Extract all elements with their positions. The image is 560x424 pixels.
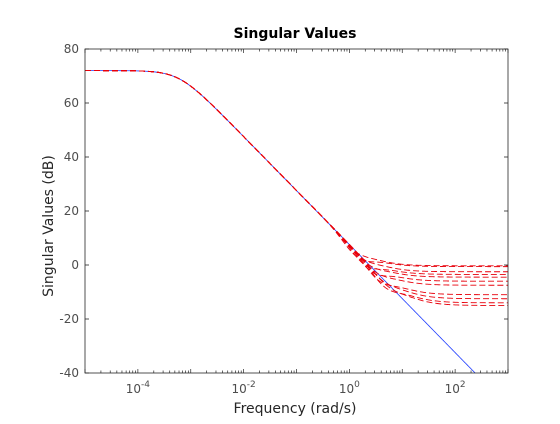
y-tick-label: -20 xyxy=(59,312,79,326)
x-tick-label: 10-4 xyxy=(126,380,151,396)
series-line-12 xyxy=(85,70,508,306)
x-tick-label: 10-2 xyxy=(231,380,255,396)
axes-layer: -40 -20 0 20 40 60 80 10-4 10-2 100 102 xyxy=(59,42,509,396)
x-axis-label: Frequency (rad/s) xyxy=(234,401,357,417)
y-tick-label: 40 xyxy=(64,150,79,164)
y-tick-label: 20 xyxy=(64,204,79,218)
chart-title: Singular Values xyxy=(234,26,357,42)
y-axis-label: Singular Values (dB) xyxy=(41,155,57,297)
y-tick-label: 80 xyxy=(64,42,79,56)
y-tick-label: -40 xyxy=(59,366,79,380)
x-tick-label: 102 xyxy=(445,380,466,396)
series-layer xyxy=(85,70,508,373)
y-tick-label: 60 xyxy=(64,96,79,110)
x-tick-label: 100 xyxy=(339,380,360,396)
y-tick-label: 0 xyxy=(71,258,79,272)
